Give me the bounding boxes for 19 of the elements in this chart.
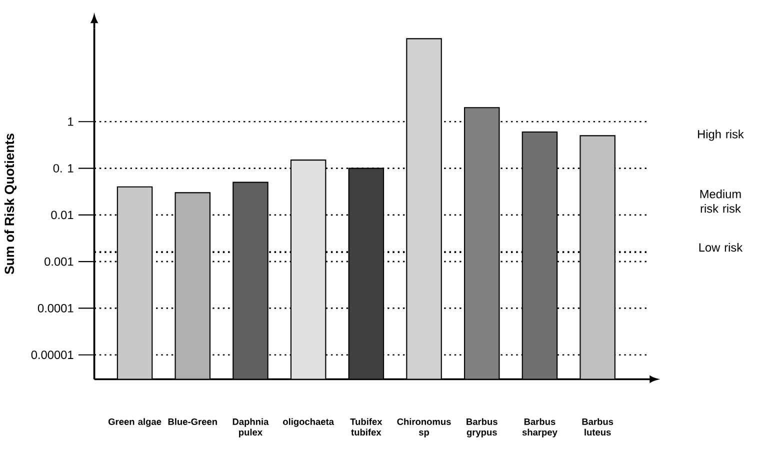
x-tick-label: Daphnia pulex — [232, 418, 269, 438]
y-tick-label: 0.0001 — [38, 304, 74, 312]
text: High risk — [698, 130, 744, 141]
x-tick-label: Barbus grypus — [466, 418, 498, 438]
x-tick-label: Chironomus sp — [397, 418, 451, 438]
y-tick-label: 0.01 — [51, 210, 74, 220]
y-tick-label: 0.00001 — [31, 350, 74, 360]
x-tick-label: Blue-Green — [168, 418, 217, 425]
text: Low risk — [699, 242, 743, 252]
x-tick-label: Green algae — [108, 418, 162, 427]
y-tick-label: 0. 1 — [53, 164, 74, 172]
x-tick-label: oligochaeta — [283, 418, 334, 427]
x-tick-label: Barbus luteus — [582, 418, 614, 436]
y-axis-title: Sum of Risk Quotients — [4, 134, 17, 274]
text: Medium risk risk — [700, 190, 741, 213]
x-tick-label: Tubifex tubifex — [350, 418, 382, 436]
y-tick-label: 0.001 — [44, 257, 74, 266]
y-tick-label: 1 — [68, 118, 74, 126]
x-tick-label: Barbus sharpey — [522, 418, 558, 438]
